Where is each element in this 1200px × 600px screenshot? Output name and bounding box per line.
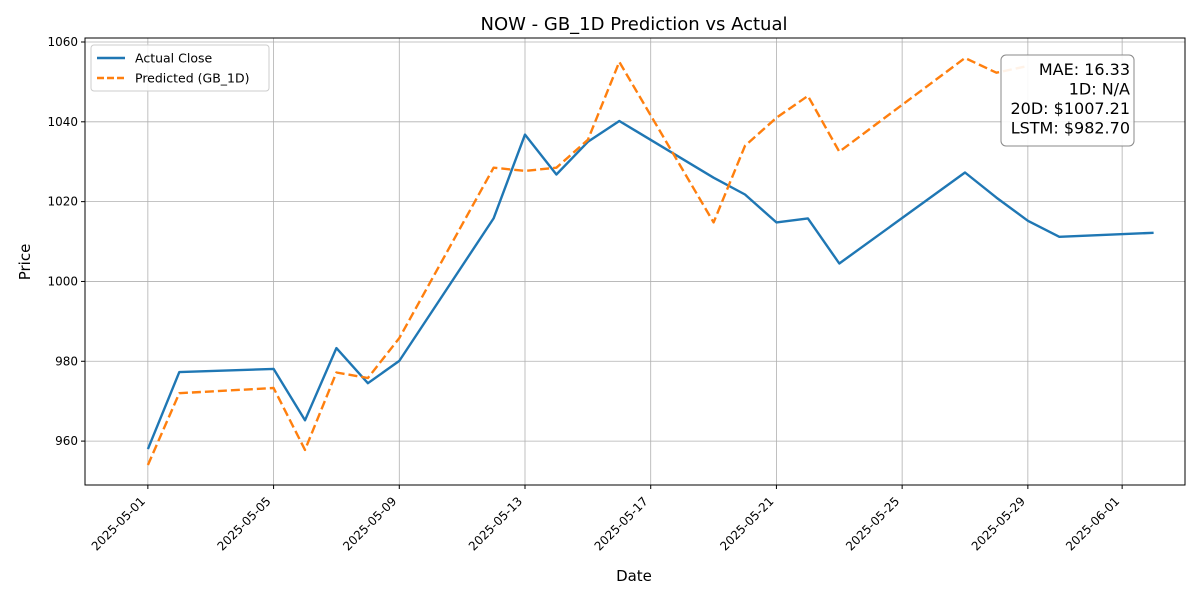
metrics-line: 1D: N/A: [1069, 80, 1130, 99]
plot-frame: [84, 37, 1186, 486]
metrics-line: LSTM: $982.70: [1011, 119, 1130, 138]
y-axis-label: Price: [16, 244, 34, 281]
y-tick-label: 1040: [47, 115, 78, 129]
series-layer: [146, 56, 1154, 466]
y-tick-label: 1060: [47, 35, 78, 49]
metrics-line: MAE: 16.33: [1039, 60, 1130, 79]
x-tick-label: 2025-05-29: [969, 494, 1028, 553]
x-axis-label: Date: [616, 567, 652, 585]
legend: Actual Close Predicted (GB_1D): [90, 44, 270, 92]
x-tick-label: 2025-05-17: [592, 494, 651, 553]
x-tick-label: 2025-06-01: [1063, 494, 1122, 553]
series-line-predicted: [146, 56, 1029, 466]
x-tick-label: 2025-05-13: [466, 494, 525, 553]
y-tick-label: 1000: [47, 274, 78, 288]
x-tick-label: 2025-05-21: [717, 494, 776, 553]
y-tick-label: 960: [55, 434, 78, 448]
y-tick-label: 980: [55, 354, 78, 368]
legend-label: Actual Close: [135, 51, 212, 66]
legend-label: Predicted (GB_1D): [135, 71, 250, 86]
x-tick-label: 2025-05-25: [843, 494, 902, 553]
y-tick-label: 1020: [47, 195, 78, 209]
legend-frame: [90, 44, 270, 92]
chart-title: NOW - GB_1D Prediction vs Actual: [481, 14, 788, 35]
x-tick-label: 2025-05-01: [89, 494, 148, 553]
metrics-frame: [1000, 54, 1135, 147]
y-axis-ticks: 960 980 1000 1020 1040 1060: [47, 35, 85, 448]
metrics-line: 20D: $1007.21: [1011, 99, 1131, 118]
x-tick-label: 2025-05-09: [340, 494, 399, 553]
x-tick-label: 2025-05-05: [214, 494, 273, 553]
series-line-actual-close: [146, 119, 1154, 450]
x-axis-ticks: 2025-05-01 2025-05-05 2025-05-09 2025-05-13…: [89, 485, 1123, 553]
